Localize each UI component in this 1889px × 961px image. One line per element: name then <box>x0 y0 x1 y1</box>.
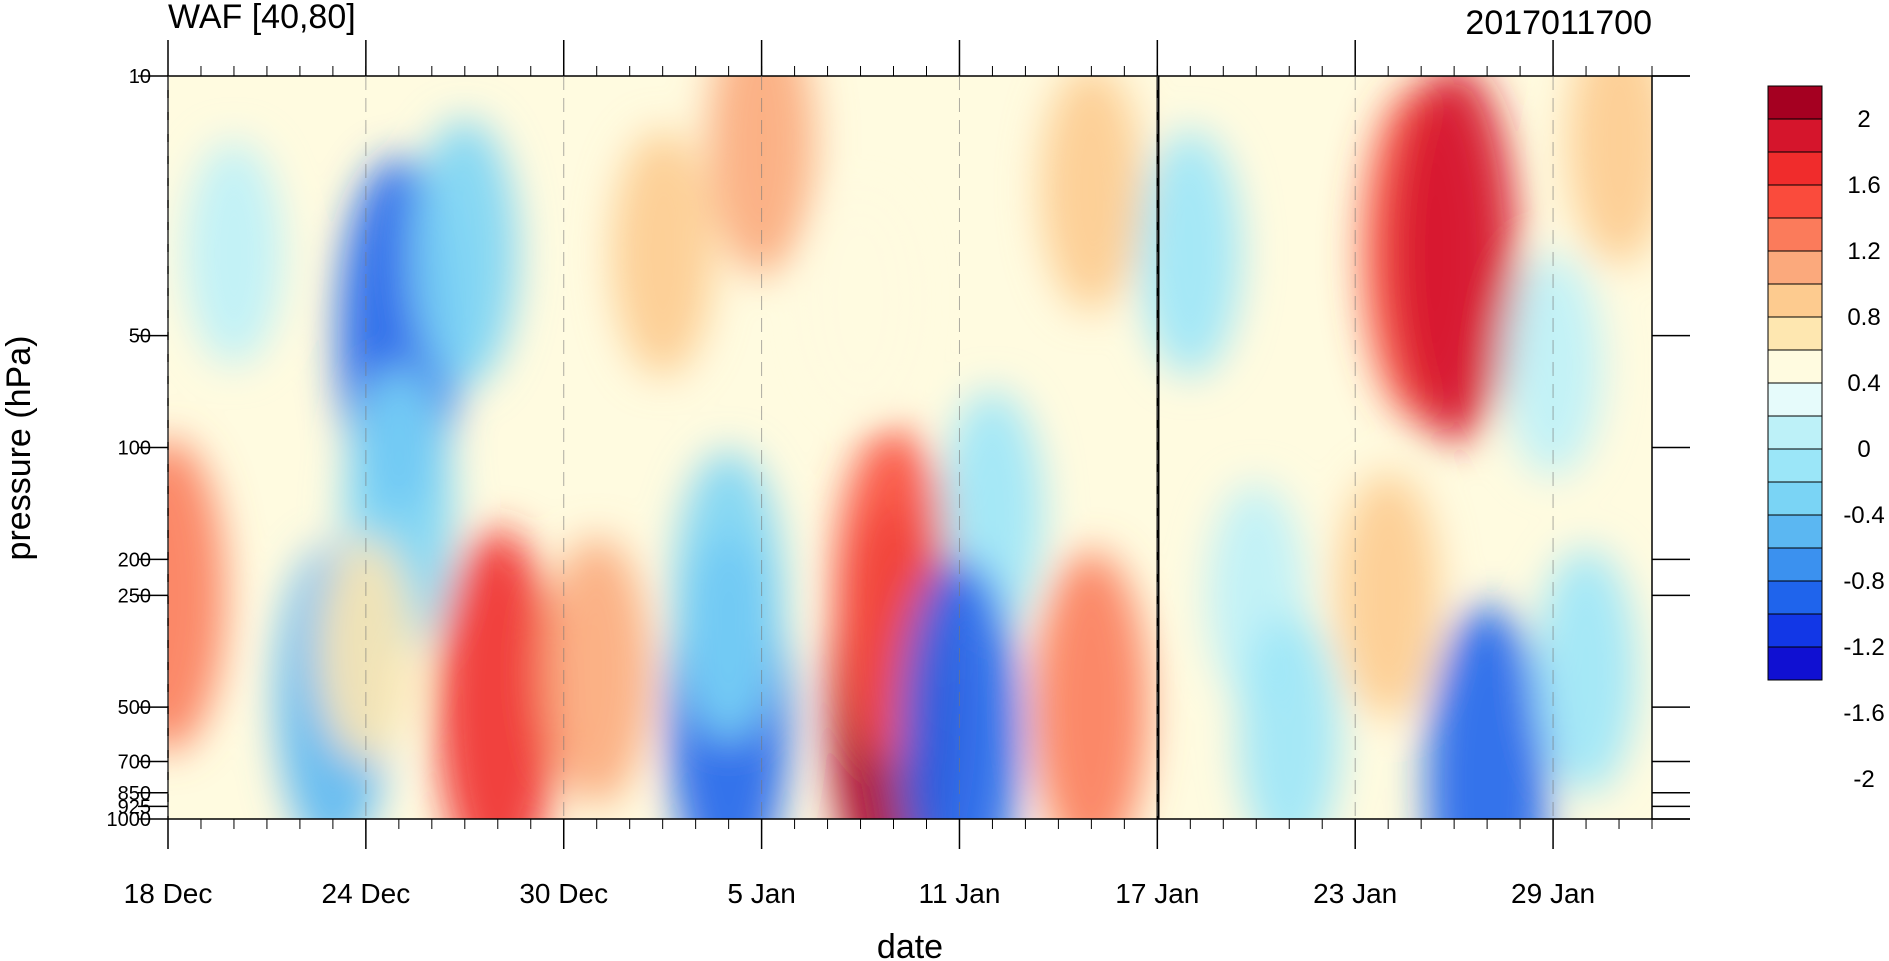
colorbar-label: -1.6 <box>1843 700 1884 727</box>
contour-region <box>1034 551 1149 819</box>
contour-region <box>1337 472 1440 719</box>
plot-area <box>168 76 1652 819</box>
colorbar-segment <box>1767 184 1823 219</box>
colorbar-label: 2 <box>1857 106 1870 133</box>
contour-region <box>673 450 784 741</box>
colorbar-label: 0.4 <box>1847 370 1880 397</box>
colorbar-segment <box>1767 448 1823 483</box>
x-tick-label: 30 Dec <box>519 878 608 909</box>
colorbar-segment <box>1767 283 1823 318</box>
colorbar-segment <box>1767 250 1823 285</box>
colorbar-label: 1.6 <box>1847 172 1880 199</box>
contour-region <box>611 130 714 377</box>
contour-region <box>1139 130 1242 377</box>
colorbar-segment <box>1767 349 1823 384</box>
colorbar-label: 0.8 <box>1847 304 1880 331</box>
colorbar-label: -0.8 <box>1843 568 1884 595</box>
contour-region <box>813 198 908 401</box>
y-tick-label: 850 <box>118 783 151 805</box>
x-tick-label: 11 Jan <box>918 878 1000 909</box>
colorbar-segment <box>1767 580 1823 615</box>
colorbar: 2 1.6 1.2 0.8 0.4 0 -0.4 -0.8 -1.2 -1.6 -2 <box>1767 85 1885 793</box>
y-tick-label: 250 <box>118 585 151 607</box>
contour-region <box>543 537 650 806</box>
colorbar-label: -2 <box>1853 766 1874 793</box>
y-tick-label: 200 <box>118 549 151 571</box>
contour-region <box>184 141 283 366</box>
colorbar-segment <box>1767 85 1823 120</box>
x-tick-label: 24 Dec <box>322 878 411 909</box>
y-axis-label: pressure (hPa) <box>0 336 38 561</box>
y-tick-label: 925 <box>118 796 151 818</box>
contour-region <box>436 529 559 819</box>
chart-title: WAF [40,80] <box>168 0 356 36</box>
colorbar-segment <box>1767 613 1823 648</box>
colorbar-label: 0 <box>1857 436 1870 463</box>
contour-region <box>168 439 225 752</box>
x-tick-label: 29 Jan <box>1511 878 1595 909</box>
contour-region <box>411 119 518 388</box>
y-tick-label: 10 <box>129 66 151 88</box>
colorbar-segment <box>1767 217 1823 252</box>
y-tick-label: 50 <box>129 326 151 348</box>
x-axis-label: date <box>877 928 943 961</box>
contour-region <box>1391 76 1518 443</box>
colorbar-segment <box>1767 481 1823 516</box>
colorbar-segment <box>1767 646 1823 681</box>
colorbar-segment <box>1767 118 1823 153</box>
y-tick-label: 500 <box>118 697 151 719</box>
contour-region <box>1426 605 1549 819</box>
contour-region <box>1568 76 1652 265</box>
colorbar-segment <box>1767 316 1823 351</box>
x-tick-label: 18 Dec <box>124 878 213 909</box>
colorbar-segment <box>1767 547 1823 582</box>
chart-date-stamp: 2017011700 <box>1465 4 1652 42</box>
colorbar-segment <box>1767 514 1823 549</box>
contour-region <box>898 558 1021 819</box>
y-tick-label: 700 <box>118 751 151 773</box>
colorbar-label: -0.4 <box>1843 502 1884 529</box>
colorbar-label: 1.2 <box>1847 238 1880 265</box>
colorbar-label: -1.2 <box>1843 634 1884 661</box>
colorbar-segment <box>1767 382 1823 417</box>
colorbar-segment <box>1767 151 1823 186</box>
x-tick-label: 5 Jan <box>727 878 796 909</box>
contour-region <box>1535 548 1638 795</box>
colorbar-segment <box>1767 415 1823 450</box>
x-tick-label: 23 Jan <box>1313 878 1397 909</box>
contour-region <box>1238 613 1341 819</box>
contour-region <box>1040 76 1143 311</box>
y-tick-label: 1000 <box>107 809 152 831</box>
x-tick-label: 17 Jan <box>1115 878 1199 909</box>
y-tick-label: 100 <box>118 438 151 460</box>
